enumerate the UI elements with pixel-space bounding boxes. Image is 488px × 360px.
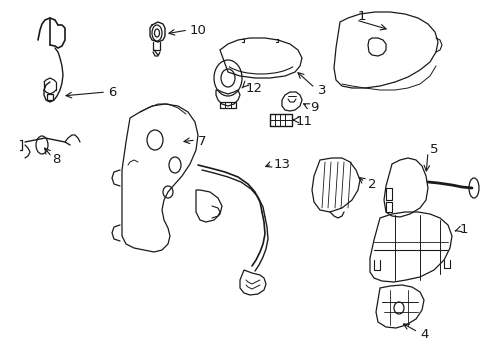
Text: 3: 3: [317, 84, 326, 96]
Text: 8: 8: [52, 153, 60, 166]
Text: 6: 6: [108, 85, 116, 99]
Text: 1: 1: [357, 9, 366, 22]
Text: 10: 10: [190, 23, 206, 36]
Text: 2: 2: [367, 179, 376, 192]
Text: 1: 1: [459, 224, 468, 237]
Text: 11: 11: [295, 116, 312, 129]
Text: 5: 5: [429, 144, 438, 157]
Text: 9: 9: [309, 102, 318, 114]
Text: 13: 13: [273, 158, 290, 171]
Text: 12: 12: [245, 81, 263, 94]
Text: 4: 4: [419, 328, 427, 342]
Text: 7: 7: [198, 135, 206, 148]
